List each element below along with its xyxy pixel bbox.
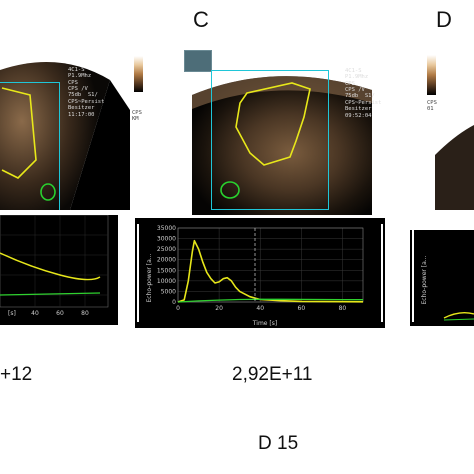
x-tick-label: 0: [176, 305, 180, 312]
intensity-scale-left: [134, 56, 143, 92]
bottom-label: D 15: [258, 433, 299, 454]
info-panel-c: 4C1-S P1.9Mhz CPS CPS /V 75db S1/CPS~Persist…: [345, 67, 382, 119]
roi-box-left: [0, 82, 60, 210]
scale-labels-d: CPS 01: [427, 100, 437, 113]
x-axis-label-left: [s]: [8, 310, 16, 317]
roi-box-c: [211, 70, 329, 210]
tic-plot-left: 40 60 80 [s]: [0, 215, 118, 325]
x-tick-left: 80: [81, 310, 89, 317]
x-tick-label: 20: [215, 305, 223, 312]
y-tick-label: 25000: [157, 246, 176, 253]
x-tick-left: 60: [56, 310, 64, 317]
x-axis-label: Time [s]: [252, 320, 277, 327]
y-axis-label-d: Echo-power [a...: [421, 255, 428, 304]
scale-labels-left: CPS KM: [132, 110, 142, 123]
y-tick-label: 0: [172, 299, 176, 306]
ultrasound-image-left: 4C1-S P1.9Mhz CPS CPS /V 75db S1/CPS~Persist…: [0, 50, 155, 210]
x-tick-left: 40: [31, 310, 39, 317]
value-c: 2,92E+11: [232, 364, 313, 385]
panel-d-letter: D: [436, 7, 452, 32]
y-tick-label: 30000: [157, 236, 176, 243]
tumor-outline-c: [220, 82, 311, 199]
tic-chart-c: Echo-power [a... Time [s] 35000 30000 2500…: [146, 225, 364, 327]
y-tick-label: 5000: [161, 288, 176, 295]
x-tick-label: 40: [256, 305, 264, 312]
ultrasound-image-d: CPS 01: [415, 45, 474, 210]
probe-marker: [184, 50, 212, 72]
ultrasound-image-c: 4C1-S P1.9Mhz CPS CPS /V 75db S1/CPS~Persist…: [172, 45, 382, 215]
x-tick-label: 60: [298, 305, 306, 312]
tumor-outline-left: [1, 87, 56, 201]
info-panel-left: 4C1-S P1.9Mhz CPS CPS /V 75db S1/CPS~Persist…: [68, 66, 105, 118]
series-line-tumor: [177, 239, 364, 303]
tic-plot-c: Echo-power [a... Time [s] 35000 30000 2500…: [135, 218, 385, 328]
series-line-reference: [177, 298, 364, 303]
y-tick-label: 10000: [157, 278, 176, 285]
intensity-scale-d: [427, 55, 436, 95]
x-tick-label: 80: [339, 305, 347, 312]
y-tick-label: 35000: [157, 225, 176, 232]
plot-frame-line: [381, 224, 383, 322]
y-axis-label: Echo-power [a...: [146, 253, 153, 302]
tic-plot-d: Echo-power [a...: [410, 230, 474, 326]
tic-chart-left: 40 60 80 [s]: [0, 215, 109, 317]
y-tick-label: 15000: [157, 267, 176, 274]
panel-c-letter: C: [193, 7, 209, 32]
plot-frame-line: [412, 230, 414, 322]
value-left: +12: [0, 364, 33, 385]
plot-frame-line: [137, 224, 139, 322]
plot-area-frame: [177, 227, 364, 303]
y-tick-label: 20000: [157, 257, 176, 264]
